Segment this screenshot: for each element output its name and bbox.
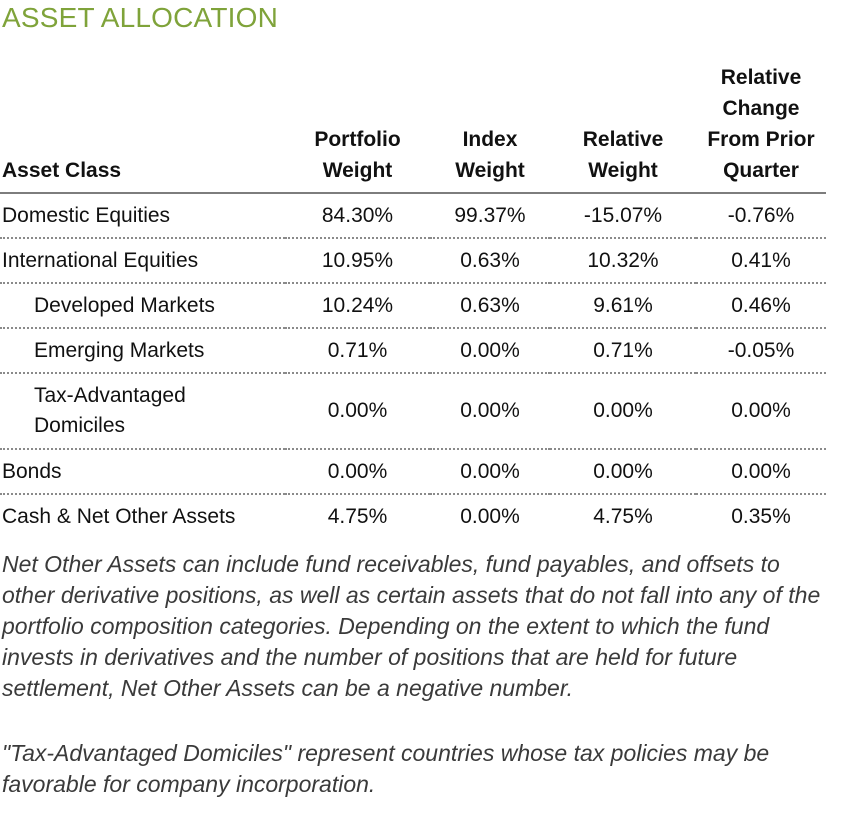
header-asset-class: Asset Class [0,62,285,194]
table-row: Developed Markets 10.24% 0.63% 9.61% 0.4… [0,283,826,329]
tax-advantaged-note: "Tax-Advantaged Domiciles" represent cou… [2,740,770,797]
relative-weight-cell: 0.00% [550,449,696,495]
header-relative-weight: Relative Weight [550,62,696,194]
relative-change-cell: 0.35% [731,504,791,528]
relative-change-cell: -0.05% [696,328,826,374]
page-title: ASSET ALLOCATION [2,2,279,33]
table-row: Tax-Advantaged Domiciles 0.00% 0.00% 0.0… [0,373,826,450]
row-label: International Equities [0,238,285,284]
relative-weight-cell: 0.00% [550,373,696,450]
index-weight-cell: 0.63% [430,283,550,329]
header-portfolio-weight: Portfolio Weight [285,62,430,194]
relative-weight-cell: 9.61% [550,283,696,329]
portfolio-weight-cell: 0.00% [285,449,430,495]
index-weight-cell: 0.00% [430,449,550,495]
row-label: Emerging Markets [0,328,285,374]
table-header-row: Asset Class Portfolio Weight Index Weigh… [0,62,826,194]
table-row: Emerging Markets 0.71% 0.00% 0.71% -0.05… [0,328,826,374]
index-weight-cell: 99.37% [430,193,550,239]
portfolio-weight-cell: 84.30% [285,193,430,239]
portfolio-weight-cell: 10.95% [285,238,430,284]
row-label: Cash & Net Other Assets [2,504,236,528]
row-label: Bonds [0,449,285,495]
index-weight-cell: 0.00% [430,328,550,374]
relative-weight-cell: 4.75% [593,504,653,528]
portfolio-weight-cell: 0.00% [285,373,430,450]
relative-weight-cell: 10.32% [550,238,696,284]
relative-change-cell: 0.00% [696,449,826,495]
relative-change-cell: -0.76% [696,193,826,239]
table-row: Domestic Equities 84.30% 99.37% -15.07% … [0,193,826,239]
table-row: Bonds 0.00% 0.00% 0.00% 0.00% [0,449,826,495]
relative-weight-cell: 0.71% [550,328,696,374]
index-weight-cell: 0.00% [430,373,550,450]
relative-weight-cell: -15.07% [550,193,696,239]
relative-change-cell: 0.46% [696,283,826,329]
table-row: International Equities 10.95% 0.63% 10.3… [0,238,826,284]
relative-change-cell: 0.00% [696,373,826,450]
portfolio-weight-cell: 0.71% [285,328,430,374]
table-row: Cash & Net Other Assets 4.75% 0.00% 4.75… [0,494,826,538]
index-weight-cell: 0.00% [460,504,520,528]
header-index-weight: Index Weight [430,62,550,194]
index-weight-cell: 0.63% [430,238,550,284]
portfolio-weight-cell: 10.24% [285,283,430,329]
net-other-assets-note: Net Other Assets can include fund receiv… [2,551,821,701]
portfolio-weight-cell: 4.75% [327,504,388,528]
relative-change-cell: 0.41% [696,238,826,284]
row-label: Domestic Equities [0,193,285,239]
row-label: Tax-Advantaged Domiciles [0,373,285,450]
header-relative-change: Relative Change From Prior Quarter [696,62,826,194]
asset-allocation-table: Asset Class Portfolio Weight Index Weigh… [0,62,826,538]
row-label: Developed Markets [0,283,285,329]
